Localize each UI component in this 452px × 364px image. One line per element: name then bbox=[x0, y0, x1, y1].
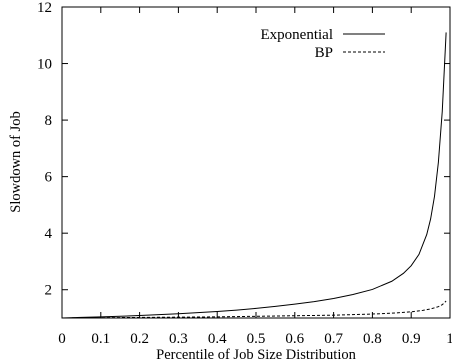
series-line-bp bbox=[61, 300, 447, 319]
y-tick-label: 2 bbox=[45, 283, 53, 299]
y-tick-label: 8 bbox=[45, 113, 53, 129]
axis-ticks bbox=[61, 6, 451, 318]
y-tick-label: 10 bbox=[37, 57, 52, 73]
x-tick-label: 0.3 bbox=[169, 331, 188, 347]
x-axis-title: Percentile of Job Size Distribution bbox=[156, 347, 356, 363]
x-tick-label: 0.9 bbox=[402, 331, 421, 347]
y-tick-label: 12 bbox=[37, 0, 52, 16]
x-tick-label: 0.2 bbox=[130, 331, 149, 347]
x-tick-label: 0.8 bbox=[363, 331, 382, 347]
y-tick-label: 4 bbox=[45, 226, 53, 242]
x-tick-label: 1 bbox=[446, 331, 452, 347]
legend: Exponential BP bbox=[261, 27, 385, 61]
x-tick-label: 0.5 bbox=[247, 331, 266, 347]
plot-frame bbox=[61, 6, 451, 319]
y-tick-label: 6 bbox=[45, 170, 53, 186]
x-tick-label: 0.7 bbox=[324, 331, 343, 347]
series-lines bbox=[61, 32, 447, 319]
x-tick-label: 0.6 bbox=[285, 331, 304, 347]
legend-label: BP bbox=[315, 45, 333, 61]
x-tick-label: 0 bbox=[58, 331, 66, 347]
x-tick-label: 0.4 bbox=[208, 331, 227, 347]
y-axis-title: Slowdown of Job bbox=[8, 111, 24, 213]
series-line-exponential bbox=[61, 32, 447, 319]
legend-label: Exponential bbox=[261, 27, 333, 43]
x-tick-label: 0.1 bbox=[91, 331, 110, 347]
